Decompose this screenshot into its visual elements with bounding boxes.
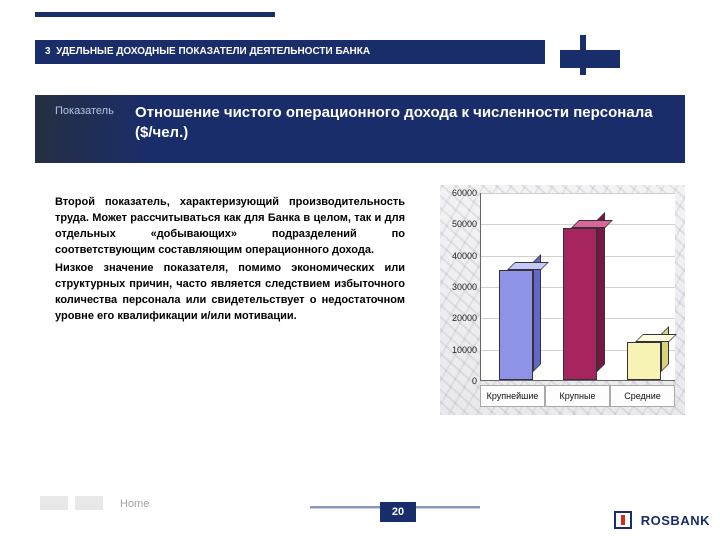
accent-bar: [35, 12, 275, 17]
y-tick-label: 60000: [447, 188, 477, 198]
header-area: 3 УДЕЛЬНЫЕ ДОХОДНЫЕ ПОКАЗАТЕЛИ ДЕЯТЕЛЬНО…: [0, 0, 720, 70]
section-label: УДЕЛЬНЫЕ ДОХОДНЫЕ ПОКАЗАТЕЛИ ДЕЯТЕЛЬНОСТ…: [56, 46, 370, 57]
header-decor: [560, 35, 710, 65]
y-tick-label: 20000: [447, 313, 477, 323]
x-axis-labels: КрупнейшиеКрупныеСредние: [480, 385, 675, 407]
paragraph-1: Второй показатель, характеризующий произ…: [55, 195, 405, 259]
nav-next-button[interactable]: [75, 496, 103, 510]
plot-area: [480, 193, 675, 381]
paragraph-2: Низкое значение показателя, помимо эконо…: [55, 261, 405, 325]
home-link[interactable]: Home: [120, 498, 149, 510]
page-title: Отношение чистого операционного дохода к…: [135, 103, 665, 144]
body-text: Второй показатель, характеризующий произ…: [55, 195, 405, 327]
bar: [563, 228, 605, 380]
y-tick-label: 40000: [447, 251, 477, 261]
title-block: Показатель Отношение чистого операционно…: [35, 95, 685, 163]
logo: ROSBANK: [613, 510, 710, 530]
x-tick-label: Средние: [610, 385, 675, 407]
y-tick-label: 50000: [447, 219, 477, 229]
y-tick-label: 30000: [447, 282, 477, 292]
page-number: 20: [380, 502, 416, 522]
nav-prev-button[interactable]: [40, 496, 68, 510]
footer: Home 20 ROSBANK: [0, 485, 720, 540]
logo-icon: [613, 510, 633, 530]
x-tick-label: Крупные: [545, 385, 610, 407]
eyebrow-label: Показатель: [55, 105, 114, 117]
section-bar: 3 УДЕЛЬНЫЕ ДОХОДНЫЕ ПОКАЗАТЕЛИ ДЕЯТЕЛЬНО…: [35, 40, 545, 64]
bar-chart: КрупнейшиеКрупныеСредние 0 10000 20000 3000…: [440, 185, 685, 415]
bar: [627, 342, 669, 380]
section-number: 3: [45, 46, 51, 57]
y-tick-label: 0: [447, 376, 477, 386]
x-tick-label: Крупнейшие: [480, 385, 545, 407]
y-tick-label: 10000: [447, 345, 477, 355]
logo-text: ROSBANK: [641, 513, 710, 528]
bar: [499, 270, 541, 380]
